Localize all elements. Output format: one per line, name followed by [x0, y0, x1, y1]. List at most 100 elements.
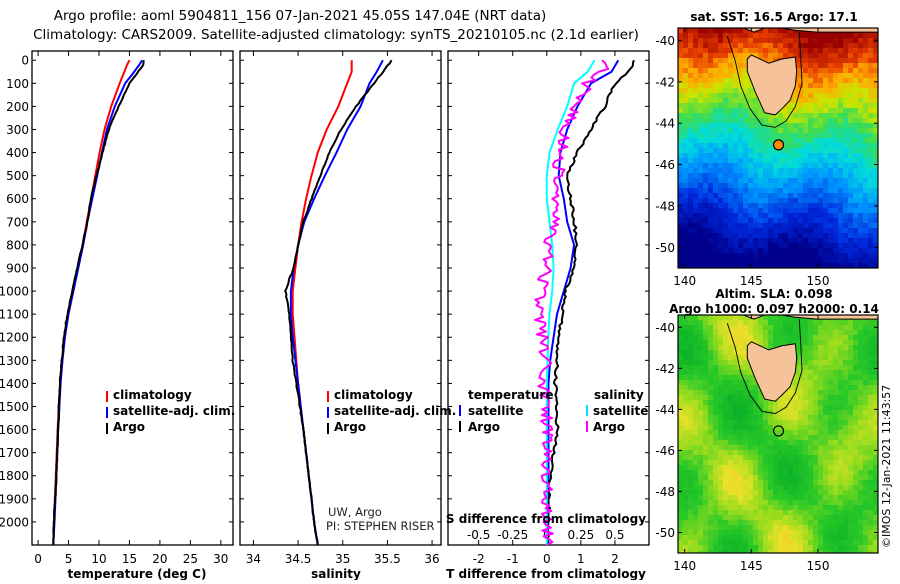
map-cell — [703, 450, 709, 456]
map-cell — [833, 38, 839, 44]
map-cell — [843, 480, 849, 486]
map-cell — [803, 113, 809, 119]
map-cell — [678, 500, 684, 506]
map-cell — [708, 425, 714, 431]
map-cell — [728, 128, 734, 134]
map-cell — [828, 213, 834, 219]
map-cell — [768, 535, 774, 541]
map-cell — [838, 163, 844, 169]
map-cell — [788, 415, 794, 421]
map-cell — [853, 253, 859, 259]
series-lines — [534, 59, 635, 545]
map-cell — [823, 238, 829, 244]
map-cell — [703, 78, 709, 84]
map-cell — [863, 158, 869, 164]
map-cell — [808, 113, 814, 119]
map-cell — [858, 535, 864, 541]
map-cell — [848, 435, 854, 441]
map-cell — [783, 158, 789, 164]
map-cell — [723, 525, 729, 531]
map-cell — [713, 53, 719, 59]
map-cell — [748, 258, 754, 264]
map-cell — [843, 415, 849, 421]
map-cell — [723, 118, 729, 124]
map-cell — [693, 485, 699, 491]
map-cell — [848, 355, 854, 361]
map-cell — [848, 258, 854, 264]
map-cell — [803, 213, 809, 219]
map-cell — [873, 33, 878, 39]
map-cell — [838, 370, 844, 376]
map-cell — [873, 540, 878, 546]
map-cell — [693, 445, 699, 451]
map-cell — [818, 430, 824, 436]
map-cell — [808, 385, 814, 391]
map-cell — [748, 445, 754, 451]
difference-panel: -2 -1 0 1 2-0.5 -0.25 0 0.25 0.5 — [467, 51, 635, 566]
map-cell — [793, 375, 799, 381]
map-cell — [733, 430, 739, 436]
map-cell — [813, 58, 819, 64]
map-cell — [848, 360, 854, 366]
map-cell — [688, 238, 694, 244]
map-cell — [783, 490, 789, 496]
map-cell — [693, 345, 699, 351]
map-cell — [743, 83, 749, 89]
map-cell — [713, 103, 719, 109]
map-cell — [838, 148, 844, 154]
map-cell — [723, 98, 729, 104]
map-cell — [698, 515, 704, 521]
map-cell — [733, 360, 739, 366]
map-cell — [873, 118, 878, 124]
map-cell — [688, 258, 694, 264]
map-cell — [683, 178, 689, 184]
map-cell — [818, 78, 824, 84]
map-cell — [828, 43, 834, 49]
depth-tick-label: 1600 — [0, 423, 29, 437]
map-cell — [758, 525, 764, 531]
map-cell — [748, 480, 754, 486]
map-cell — [813, 470, 819, 476]
map-cell — [828, 203, 834, 209]
map-cell — [728, 118, 734, 124]
map-cell — [703, 228, 709, 234]
map-cell — [753, 475, 759, 481]
map-cell — [828, 355, 834, 361]
map-cell — [733, 223, 739, 229]
map-cell — [798, 133, 804, 139]
map-cell — [768, 470, 774, 476]
map-cell — [853, 158, 859, 164]
map-cell — [713, 48, 719, 54]
map-cell — [788, 330, 794, 336]
map-cell — [808, 98, 814, 104]
map-cell — [683, 390, 689, 396]
map-cell — [848, 500, 854, 506]
map-cell — [848, 253, 854, 259]
map-cell — [683, 445, 689, 451]
map-cell — [873, 345, 878, 351]
map-cell — [753, 248, 759, 254]
map-cell — [718, 460, 724, 466]
map-cell — [738, 390, 744, 396]
map-cell — [853, 153, 859, 159]
map-cell — [703, 93, 709, 99]
map-cell — [773, 415, 779, 421]
map-cell — [818, 68, 824, 74]
map-cell — [713, 500, 719, 506]
map-cell — [708, 203, 714, 209]
map-cell — [693, 535, 699, 541]
map-cell — [868, 108, 874, 114]
map-cell — [868, 73, 874, 79]
map-cell — [788, 208, 794, 214]
map-cell — [708, 415, 714, 421]
map-cell — [863, 360, 869, 366]
map-cell — [783, 510, 789, 516]
map-cell — [738, 535, 744, 541]
map-cell — [823, 113, 829, 119]
map-cell — [818, 263, 824, 268]
map-cell — [718, 350, 724, 356]
map-cell — [743, 178, 749, 184]
map-cell — [718, 108, 724, 114]
map-cell — [743, 263, 749, 268]
map-cell — [773, 53, 779, 59]
